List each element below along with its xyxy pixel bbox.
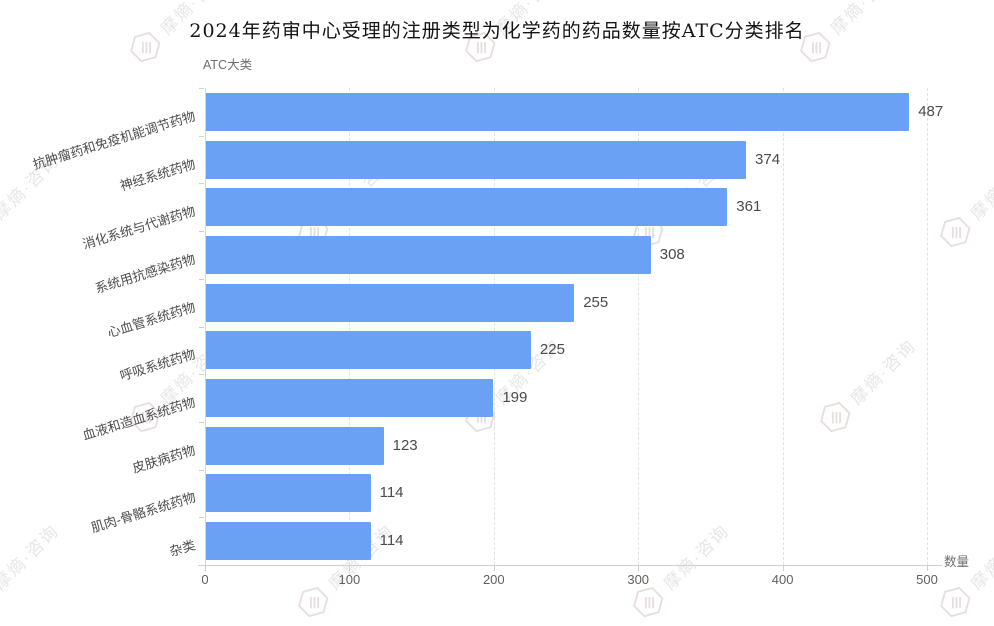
bar-value-label: 374 xyxy=(755,150,781,168)
category-label: 系统用抗感染药物 xyxy=(93,251,198,297)
bar xyxy=(206,92,910,131)
bar-value-label: 225 xyxy=(539,341,565,359)
y-axis-tick xyxy=(199,231,204,233)
bar-chart: 2024年药审中心受理的注册类型为化学药的药品数量按ATC分类排名 ATC大类 … xyxy=(31,20,970,587)
watermark: 摩熵·咨询 xyxy=(456,0,568,71)
bar-value-label: 199 xyxy=(502,389,528,407)
bar xyxy=(206,283,575,322)
x-axis-tick xyxy=(493,566,495,571)
y-axis-tick xyxy=(199,326,204,328)
watermark-logo-icon xyxy=(940,216,971,248)
watermark: 摩熵·咨询 xyxy=(811,329,923,441)
gridline xyxy=(927,88,928,565)
bar xyxy=(206,474,371,513)
category-label: 消化系统与代谢药物 xyxy=(80,203,198,253)
bar xyxy=(206,188,728,227)
bar-value-label: 114 xyxy=(379,484,404,502)
x-tick-label: 200 xyxy=(482,572,505,587)
category-label: 杂类 xyxy=(167,537,198,560)
bar-value-label: 255 xyxy=(583,293,609,311)
gridline xyxy=(638,88,640,565)
watermark: 摩熵·咨询 xyxy=(791,0,903,71)
x-tick-label: 500 xyxy=(916,572,938,587)
y-axis-tick xyxy=(199,88,204,89)
gridline xyxy=(493,88,495,565)
category-label: 神经系统药物 xyxy=(118,155,198,194)
y-axis-tick xyxy=(199,421,204,423)
bar xyxy=(206,140,747,179)
watermark-logo-icon xyxy=(800,31,831,63)
watermark-logo-icon xyxy=(130,31,161,63)
x-axis-tick xyxy=(927,566,928,571)
bar xyxy=(206,426,384,465)
bar-value-label: 123 xyxy=(392,436,418,454)
y-axis-title: ATC大类 xyxy=(203,58,253,72)
y-axis-tick xyxy=(199,183,204,185)
x-tick-label: 300 xyxy=(627,572,650,587)
watermark: 摩熵·咨询 xyxy=(121,0,233,71)
bar-value-label: 487 xyxy=(918,102,944,120)
category-label: 心血管系统药物 xyxy=(105,298,198,340)
gridline xyxy=(782,88,784,565)
x-axis-line xyxy=(198,565,942,566)
x-axis-title: 数量 xyxy=(944,555,970,569)
y-axis-tick xyxy=(199,565,204,566)
x-tick-label: 100 xyxy=(338,572,361,587)
x-axis-tick xyxy=(638,566,640,571)
y-axis-tick xyxy=(199,135,204,137)
category-label: 血液和造血系统药物 xyxy=(80,394,198,443)
bar-value-label: 308 xyxy=(659,245,685,263)
y-axis-tick xyxy=(199,374,204,376)
y-axis-tick xyxy=(199,517,204,519)
gridline xyxy=(349,88,351,565)
watermark: 摩熵·咨询 xyxy=(121,329,233,441)
category-label: 肌肉-骨骼系统药物 xyxy=(89,489,198,536)
watermark-logo-icon xyxy=(465,31,496,63)
watermark: 摩熵·咨询 xyxy=(931,144,994,256)
bar-value-label: 114 xyxy=(379,532,404,550)
bar xyxy=(206,331,531,370)
watermark-logo-icon xyxy=(820,401,851,433)
x-axis-tick xyxy=(349,566,351,571)
chart-title: 2024年药审中心受理的注册类型为化学药的药品数量按ATC分类排名 xyxy=(189,20,805,42)
y-axis-tick xyxy=(199,469,204,471)
bar xyxy=(206,379,494,418)
x-tick-label: 0 xyxy=(201,572,209,587)
y-axis-tick xyxy=(199,278,204,280)
x-axis-tick xyxy=(205,566,206,571)
x-axis-tick xyxy=(782,566,784,571)
bar-value-label: 361 xyxy=(736,198,762,216)
category-label: 皮肤病药物 xyxy=(130,442,198,476)
bar xyxy=(206,235,651,274)
watermark-logo-icon xyxy=(130,401,161,433)
x-tick-label: 400 xyxy=(771,572,794,587)
y-axis-line xyxy=(205,88,206,565)
bar xyxy=(206,522,371,561)
category-label: 呼吸系统药物 xyxy=(118,346,198,384)
